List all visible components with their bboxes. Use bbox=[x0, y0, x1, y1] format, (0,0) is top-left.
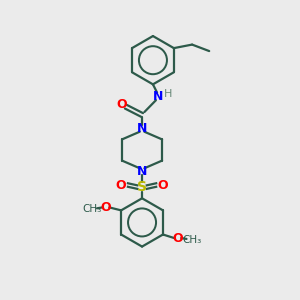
Text: CH₃: CH₃ bbox=[82, 204, 101, 214]
Text: N: N bbox=[137, 165, 147, 178]
Text: CH₃: CH₃ bbox=[182, 235, 201, 244]
Text: S: S bbox=[137, 180, 147, 194]
Text: O: O bbox=[100, 201, 111, 214]
Text: O: O bbox=[158, 179, 168, 192]
Text: O: O bbox=[117, 98, 127, 111]
Text: O: O bbox=[172, 232, 183, 244]
Text: N: N bbox=[137, 122, 147, 135]
Text: N: N bbox=[153, 90, 164, 103]
Text: O: O bbox=[116, 179, 127, 192]
Text: H: H bbox=[164, 89, 172, 99]
